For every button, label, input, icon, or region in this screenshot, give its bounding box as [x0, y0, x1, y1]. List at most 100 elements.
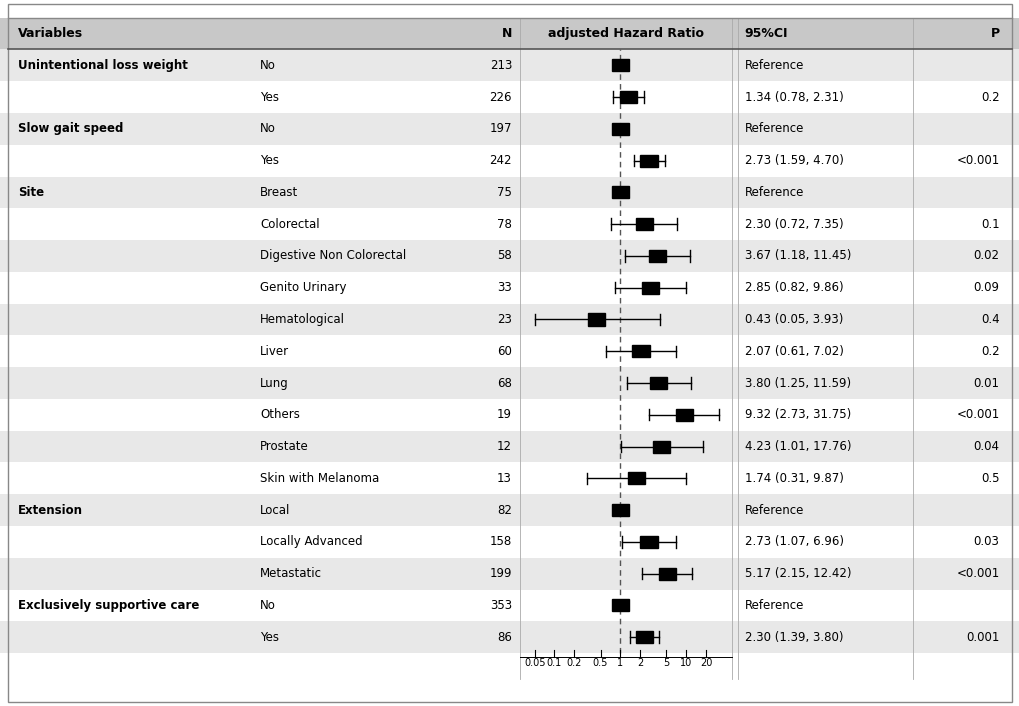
Text: 82: 82: [496, 503, 512, 517]
Text: 0.2: 0.2: [567, 658, 582, 668]
Text: 353: 353: [489, 599, 512, 612]
Text: Reference: Reference: [744, 503, 803, 517]
Text: 226: 226: [489, 90, 512, 104]
Bar: [0, 208, 1019, 240]
Text: Extension: Extension: [18, 503, 84, 517]
Text: 3.67 (1.18, 11.45): 3.67 (1.18, 11.45): [744, 249, 850, 263]
Text: 0.01: 0.01: [973, 376, 999, 390]
Text: Prostate: Prostate: [260, 440, 309, 453]
Bar: [652, 441, 669, 453]
Text: Unintentional loss weight: Unintentional loss weight: [18, 59, 189, 72]
Text: No: No: [260, 599, 276, 612]
Text: 213: 213: [489, 59, 512, 72]
Text: 0.4: 0.4: [980, 313, 999, 326]
Text: 1.34 (0.78, 2.31): 1.34 (0.78, 2.31): [744, 90, 843, 104]
Bar: [0, 335, 1019, 367]
Text: Others: Others: [260, 408, 300, 421]
Bar: [0, 462, 1019, 494]
Text: 33: 33: [497, 281, 512, 294]
Text: Colorectal: Colorectal: [260, 217, 319, 231]
Text: 68: 68: [496, 376, 512, 390]
Bar: [640, 536, 657, 548]
Text: 95%CI: 95%CI: [744, 27, 788, 40]
Text: Reference: Reference: [744, 186, 803, 199]
Text: 1.74 (0.31, 9.87): 1.74 (0.31, 9.87): [744, 472, 843, 485]
Text: 158: 158: [489, 535, 512, 549]
Text: 242: 242: [489, 154, 512, 167]
Text: 10: 10: [680, 658, 692, 668]
Text: 0.04: 0.04: [973, 440, 999, 453]
Bar: [0, 526, 1019, 558]
Text: 1: 1: [616, 658, 623, 668]
Text: 60: 60: [496, 345, 512, 358]
Text: 0.001: 0.001: [965, 630, 999, 644]
Bar: [611, 123, 629, 135]
Text: 19: 19: [496, 408, 512, 421]
Text: 5.17 (2.15, 12.42): 5.17 (2.15, 12.42): [744, 567, 850, 580]
Bar: [648, 250, 665, 262]
Bar: [0, 272, 1019, 304]
Bar: [0, 590, 1019, 621]
Text: 197: 197: [489, 122, 512, 136]
Text: <0.001: <0.001: [956, 154, 999, 167]
Bar: [627, 472, 644, 484]
Text: Reference: Reference: [744, 59, 803, 72]
Text: N: N: [501, 27, 512, 40]
Bar: [0, 304, 1019, 335]
Text: 0.03: 0.03: [973, 535, 999, 549]
Text: Hematological: Hematological: [260, 313, 344, 326]
Bar: [0, 494, 1019, 526]
Text: <0.001: <0.001: [956, 408, 999, 421]
Text: 75: 75: [496, 186, 512, 199]
Text: 86: 86: [496, 630, 512, 644]
Text: 58: 58: [497, 249, 512, 263]
Bar: [640, 155, 657, 167]
Bar: [635, 218, 652, 230]
Text: 2.85 (0.82, 9.86): 2.85 (0.82, 9.86): [744, 281, 843, 294]
Text: No: No: [260, 59, 276, 72]
Text: Digestive Non Colorectal: Digestive Non Colorectal: [260, 249, 406, 263]
Text: 78: 78: [496, 217, 512, 231]
Bar: [635, 631, 652, 643]
Bar: [632, 345, 649, 357]
Bar: [0, 176, 1019, 208]
Text: Reference: Reference: [744, 122, 803, 136]
Text: 2.73 (1.07, 6.96): 2.73 (1.07, 6.96): [744, 535, 843, 549]
Bar: [611, 59, 629, 71]
Text: Genito Urinary: Genito Urinary: [260, 281, 346, 294]
Text: Liver: Liver: [260, 345, 289, 358]
Text: 12: 12: [496, 440, 512, 453]
Bar: [649, 377, 666, 389]
Text: Lung: Lung: [260, 376, 288, 390]
Text: Site: Site: [18, 186, 45, 199]
Bar: [0, 145, 1019, 176]
Bar: [620, 91, 637, 103]
Text: 5: 5: [662, 658, 668, 668]
Text: Variables: Variables: [18, 27, 84, 40]
Text: <0.001: <0.001: [956, 567, 999, 580]
Text: P: P: [989, 27, 999, 40]
Bar: [587, 313, 604, 325]
Text: 2.30 (1.39, 3.80): 2.30 (1.39, 3.80): [744, 630, 843, 644]
Text: 0.5: 0.5: [980, 472, 999, 485]
Bar: [0, 367, 1019, 399]
Bar: [611, 186, 629, 198]
Bar: [675, 409, 692, 421]
Text: 0.1: 0.1: [980, 217, 999, 231]
Bar: [611, 504, 629, 516]
Text: Slow gait speed: Slow gait speed: [18, 122, 123, 136]
Text: Metastatic: Metastatic: [260, 567, 322, 580]
Text: 20: 20: [699, 658, 711, 668]
Text: Locally Advanced: Locally Advanced: [260, 535, 363, 549]
Text: Yes: Yes: [260, 154, 279, 167]
Text: 2: 2: [637, 658, 643, 668]
Text: Exclusively supportive care: Exclusively supportive care: [18, 599, 200, 612]
Text: 9.32 (2.73, 31.75): 9.32 (2.73, 31.75): [744, 408, 850, 421]
Text: 0.1: 0.1: [546, 658, 561, 668]
Text: 0.43 (0.05, 3.93): 0.43 (0.05, 3.93): [744, 313, 842, 326]
Text: 3.80 (1.25, 11.59): 3.80 (1.25, 11.59): [744, 376, 850, 390]
Text: 0.5: 0.5: [592, 658, 607, 668]
Text: 2.73 (1.59, 4.70): 2.73 (1.59, 4.70): [744, 154, 843, 167]
Bar: [0, 558, 1019, 590]
Bar: [658, 568, 676, 580]
